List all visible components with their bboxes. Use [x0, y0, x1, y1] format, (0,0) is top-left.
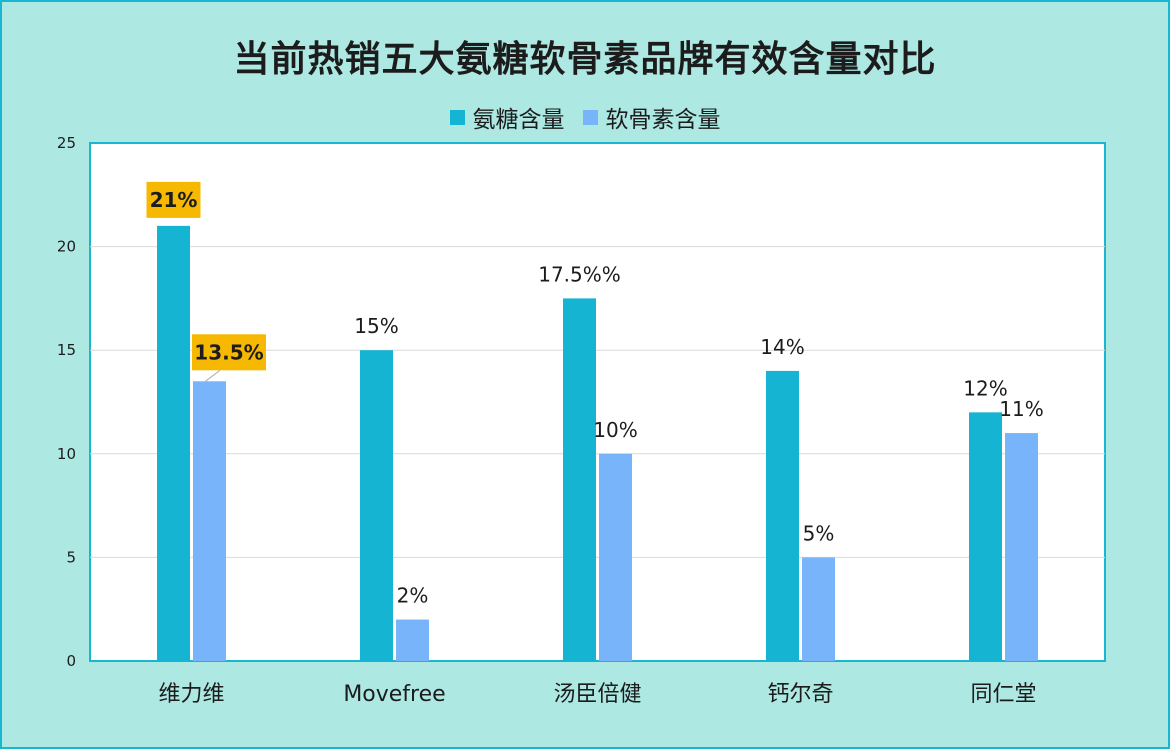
x-category-label: 钙尔奇 [767, 682, 833, 707]
data-label-highlight [192, 334, 266, 371]
plot-area [89, 142, 1106, 662]
bar [193, 381, 226, 661]
data-label: 15% [354, 314, 398, 338]
y-tick-label: 10 [57, 445, 76, 463]
legend-item-chondroitin: 软骨素含量 [582, 100, 721, 134]
label-leader-line [205, 369, 221, 382]
data-label-highlight [146, 181, 201, 218]
data-label: 13.5% [194, 340, 263, 364]
x-category-label: 汤臣倍健 [553, 682, 641, 707]
bar [599, 453, 632, 661]
data-label: 14% [760, 335, 804, 359]
bar [396, 619, 429, 661]
bar [360, 350, 393, 661]
bar [563, 298, 596, 661]
bar [1005, 433, 1038, 661]
legend-swatch-chondroitin [582, 109, 598, 125]
data-label: 21% [150, 188, 198, 212]
data-label: 11% [999, 397, 1043, 421]
legend-label-glucosamine: 氨糖含量 [472, 107, 565, 133]
data-label: 5% [803, 521, 835, 545]
bar [157, 225, 190, 661]
bar [766, 370, 799, 661]
x-category-label: 维力维 [158, 682, 224, 707]
legend-item-glucosamine: 氨糖含量 [449, 100, 565, 134]
legend-label-chondroitin: 软骨素含量 [605, 107, 721, 133]
data-label: 2% [397, 584, 429, 608]
y-tick-label: 20 [57, 238, 76, 256]
y-tick-label: 15 [57, 341, 76, 359]
data-label: 10% [593, 418, 637, 442]
bar [969, 412, 1002, 661]
data-label: 12% [963, 376, 1007, 400]
data-label: 17.5%% [538, 262, 621, 286]
chart-title: 当前热销五大氨糖软骨素品牌有效含量对比 [233, 38, 937, 80]
y-tick-label: 5 [66, 548, 76, 566]
legend-swatch-glucosamine [449, 109, 465, 125]
y-tick-label: 25 [57, 134, 76, 152]
bar [802, 557, 835, 661]
y-tick-label: 0 [66, 652, 76, 670]
x-category-label: 同仁堂 [970, 682, 1036, 707]
legend: 氨糖含量 软骨素含量 [0, 100, 1170, 134]
x-category-label: Movefree [343, 682, 445, 707]
